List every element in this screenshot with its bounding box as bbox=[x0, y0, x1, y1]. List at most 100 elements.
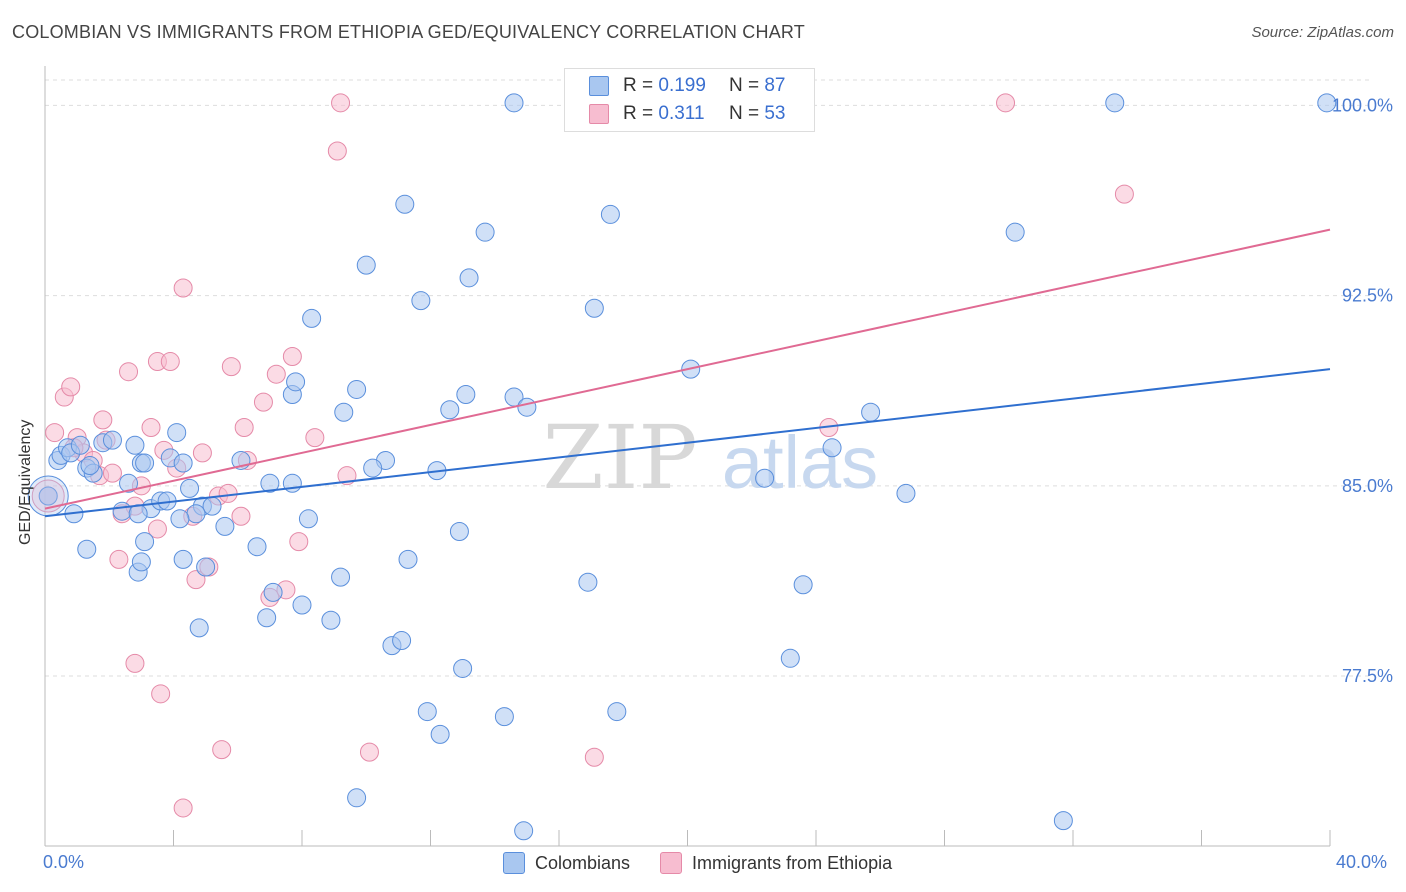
point-ethiopia bbox=[147, 519, 167, 539]
point-ethiopia bbox=[61, 377, 81, 397]
point-ethiopia bbox=[119, 362, 139, 382]
point-colombians bbox=[180, 478, 200, 498]
bottom-legend-swatch-blue bbox=[503, 852, 525, 874]
legend-r-label: R = bbox=[623, 75, 654, 96]
bottom-legend-colombians: Colombians bbox=[503, 852, 630, 874]
point-ethiopia bbox=[93, 410, 113, 430]
point-colombians bbox=[334, 402, 354, 422]
point-colombians bbox=[77, 539, 97, 559]
trend-line-colombians bbox=[44, 368, 1331, 518]
point-colombians bbox=[600, 204, 620, 224]
point-colombians bbox=[440, 400, 460, 420]
point-ethiopia bbox=[102, 463, 122, 483]
point-ethiopia bbox=[125, 653, 145, 673]
point-colombians bbox=[514, 821, 534, 841]
x-tick-label-max: 40.0% bbox=[1336, 852, 1388, 872]
point-colombians bbox=[1105, 93, 1125, 113]
point-colombians bbox=[125, 435, 145, 455]
trend-lines bbox=[44, 228, 1331, 518]
y-tick-label: 92.5% bbox=[1342, 286, 1393, 306]
point-colombians bbox=[38, 486, 58, 506]
axes bbox=[44, 66, 1331, 847]
point-colombians bbox=[135, 532, 155, 552]
y-tick-labels: 77.5% 85.0% 92.5% 100.0% bbox=[1332, 95, 1393, 686]
point-ethiopia bbox=[212, 740, 232, 760]
grid-lines bbox=[45, 79, 1370, 677]
bottom-legend-label-colombians: Colombians bbox=[535, 852, 631, 873]
point-colombians bbox=[475, 222, 495, 242]
point-colombians bbox=[755, 468, 775, 488]
point-colombians bbox=[392, 631, 412, 651]
point-colombians bbox=[173, 549, 193, 569]
point-colombians bbox=[398, 549, 418, 569]
point-colombians bbox=[135, 453, 155, 473]
point-colombians bbox=[456, 385, 476, 405]
legend-n-value-2: 53 bbox=[764, 103, 786, 124]
point-ethiopia bbox=[173, 798, 193, 818]
legend-r-value-2: 0.311 bbox=[658, 103, 705, 124]
source-label: Source: ZipAtlas.com bbox=[1251, 24, 1394, 41]
point-colombians bbox=[260, 473, 280, 493]
point-ethiopia bbox=[584, 747, 604, 767]
y-tick-label: 77.5% bbox=[1342, 666, 1393, 686]
point-colombians bbox=[356, 255, 376, 275]
point-colombians bbox=[302, 308, 322, 328]
point-colombians bbox=[173, 453, 193, 473]
point-colombians bbox=[263, 582, 283, 602]
point-colombians bbox=[128, 504, 148, 524]
point-colombians bbox=[430, 724, 450, 744]
point-colombians bbox=[459, 268, 479, 288]
point-ethiopia bbox=[327, 141, 347, 161]
point-ethiopia bbox=[289, 532, 309, 552]
point-colombians bbox=[1053, 811, 1073, 831]
point-ethiopia bbox=[173, 278, 193, 298]
chart-title: COLOMBIAN VS IMMIGRANTS FROM ETHIOPIA GE… bbox=[12, 22, 805, 42]
bottom-legend-ethiopia: Immigrants from Ethiopia bbox=[660, 852, 892, 874]
point-colombians bbox=[189, 618, 209, 638]
point-colombians bbox=[286, 372, 306, 392]
point-colombians bbox=[494, 707, 514, 727]
point-colombians bbox=[298, 509, 318, 529]
watermark-zip: ZIP bbox=[542, 406, 697, 509]
legend-row-ethiopia: R = 0.311 N = 53 bbox=[589, 103, 785, 125]
legend-r-value-1: 0.199 bbox=[658, 75, 706, 96]
point-colombians bbox=[411, 291, 431, 311]
point-ethiopia bbox=[253, 392, 273, 412]
legend-row-colombians: R = 0.199 N = 87 bbox=[589, 75, 785, 97]
point-colombians bbox=[793, 575, 813, 595]
point-colombians bbox=[347, 788, 367, 808]
point-colombians bbox=[167, 423, 187, 443]
legend-swatch-pink bbox=[589, 104, 609, 124]
point-ethiopia bbox=[282, 346, 302, 366]
point-colombians bbox=[449, 521, 469, 541]
point-ethiopia bbox=[331, 93, 351, 113]
point-colombians bbox=[112, 501, 132, 521]
point-ethiopia bbox=[996, 93, 1016, 113]
point-colombians bbox=[896, 483, 916, 503]
point-colombians bbox=[780, 648, 800, 668]
point-colombians bbox=[170, 509, 190, 529]
point-colombians bbox=[1005, 222, 1025, 242]
point-colombians bbox=[363, 458, 383, 478]
point-ethiopia bbox=[218, 483, 238, 503]
legend-r-label: R = bbox=[623, 103, 654, 124]
watermark-atlas: atlas bbox=[722, 421, 878, 504]
bottom-legend-swatch-pink bbox=[660, 852, 683, 874]
legend-n-label: N = bbox=[728, 75, 760, 96]
point-colombians bbox=[70, 435, 90, 455]
point-ethiopia bbox=[266, 364, 286, 384]
point-ethiopia bbox=[231, 506, 251, 526]
legend: R = 0.199 N = 87 R = 0.311 N = 53 bbox=[564, 68, 815, 132]
point-colombians bbox=[504, 93, 524, 113]
bottom-legend-label-ethiopia: Immigrants from Ethiopia bbox=[692, 852, 893, 873]
point-ethiopia bbox=[141, 417, 161, 437]
point-colombians bbox=[202, 496, 222, 516]
point-colombians bbox=[215, 516, 235, 536]
point-colombians bbox=[1317, 93, 1337, 113]
point-colombians bbox=[584, 298, 604, 318]
legend-swatch-blue bbox=[589, 76, 609, 96]
point-colombians bbox=[395, 194, 415, 214]
y-tick-label: 85.0% bbox=[1342, 476, 1393, 496]
point-colombians bbox=[80, 456, 100, 476]
